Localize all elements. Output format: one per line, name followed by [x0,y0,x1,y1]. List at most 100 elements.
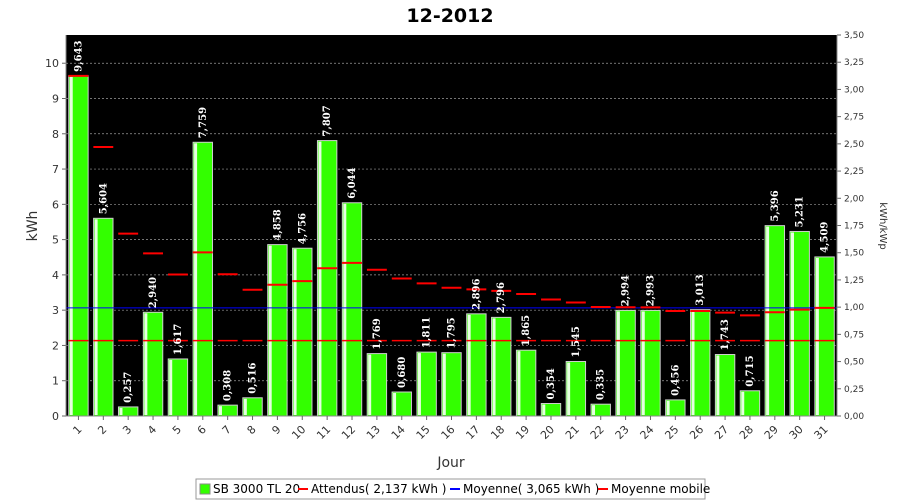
y-tick-label: 4 [52,269,59,282]
y-tick-label: 10 [45,57,59,70]
bar-highlight [69,76,73,415]
y-tick-label: 6 [52,198,59,211]
bar [814,256,835,417]
y2-tick-label: 3,00 [844,85,864,95]
y-axis: 0 1 2 3 4 5 6 7 8 9 10 [45,35,67,423]
x-tick-label: 12 [339,423,358,442]
data-label: 7,807 [322,105,333,136]
data-label: 6,044 [347,167,358,198]
data-label: 5,231 [795,196,806,227]
x-tick-label: 25 [662,423,681,442]
y2-tick-label: 0,00 [844,412,864,422]
y2-tick-label: 2,75 [844,113,864,123]
x-tick-label: 15 [414,423,433,442]
x-tick-label: 19 [513,423,532,442]
x-tick-label: 8 [245,423,259,437]
bar-highlight [268,245,272,415]
x-tick-label: 27 [712,423,731,442]
bar [117,406,139,417]
x-tick-label: 30 [787,423,806,442]
bar [714,354,736,417]
legend-label: Moyenne( 3,065 kWh ) [463,482,599,496]
bar [665,399,686,417]
data-label: 5,604 [98,183,109,214]
x-tick-label: 3 [120,423,134,437]
data-label: 1,617 [173,324,184,355]
data-label: 1,743 [720,319,731,350]
y2-tick-label: 1,50 [844,249,864,259]
x-tick-label: 16 [439,423,458,442]
bar-highlight [194,143,198,415]
bar-highlight [442,353,446,415]
bar-highlight [517,351,521,415]
y-tick-label: 0 [52,410,59,423]
y-axis-label: kWh [25,211,41,242]
bar [341,202,363,417]
x-tick-label: 17 [463,423,482,442]
data-label: 0,680 [397,357,408,388]
legend: SB 3000 TL 20 Attendus( 2,137 kWh ) Moyenn… [195,478,710,500]
data-label: 1,769 [372,318,383,349]
bar-highlight [119,407,123,415]
x-axis-label: Jour [436,455,465,471]
x-tick-label: 5 [170,423,184,437]
y-tick-label: 7 [52,163,59,176]
bar [491,316,512,417]
y2-tick-label: 1,00 [844,303,864,313]
y-tick-label: 1 [52,375,59,388]
bar [739,390,761,417]
data-label: 2,993 [645,275,656,306]
data-label: 1,545 [571,326,582,357]
x-tick-label: 1 [70,423,84,437]
data-label: 1,811 [422,317,433,348]
data-label: 1,795 [447,317,458,348]
bar [764,225,786,417]
reference-lines [66,74,837,342]
bar-highlight [567,362,571,415]
y2-tick-label: 0,75 [844,330,864,340]
y-tick-label: 9 [52,93,59,106]
y2-tick-label: 0,25 [844,385,864,395]
legend-swatch [199,483,211,495]
legend-item: Attendus( 2,137 kWh ) [298,482,446,496]
bar-highlight [766,226,770,415]
bar-highlight [691,310,695,415]
x-tick-label: 28 [737,423,756,442]
bar [590,403,611,417]
bar-highlight [218,406,222,415]
bars [68,75,835,417]
bar [167,358,189,417]
bar-highlight [243,398,247,415]
bar [540,403,562,417]
bar-highlight [666,400,670,415]
bar-highlight [741,391,745,415]
x-tick-label: 4 [145,423,159,437]
bar [267,244,288,417]
bar [217,404,238,417]
bar-highlight [542,404,546,415]
x-tick-label: 2 [95,423,109,437]
bar-highlight [641,311,645,415]
x-tick-label: 24 [637,423,656,442]
x-tick-label: 9 [269,423,283,437]
data-label: 2,940 [148,277,159,308]
x-tick-label: 11 [314,423,333,442]
data-label: 0,257 [123,372,134,403]
bar-highlight [368,354,372,415]
bar-highlight [592,405,596,415]
chart-title: 12-2012 [406,5,493,27]
bar [615,309,636,417]
x-tick-label: 6 [195,423,209,437]
bar-highlight [467,314,471,415]
y2-tick-label: 0,50 [844,358,864,368]
bar [789,230,810,417]
bar [366,353,388,417]
data-label: 0,715 [745,355,756,386]
bar-highlight [716,355,720,415]
bar-highlight [144,313,148,415]
data-label: 5,396 [770,190,781,221]
bar-highlight [393,393,397,415]
legend-label: Attendus( 2,137 kWh ) [311,482,446,496]
x-tick-label: 20 [538,423,557,442]
